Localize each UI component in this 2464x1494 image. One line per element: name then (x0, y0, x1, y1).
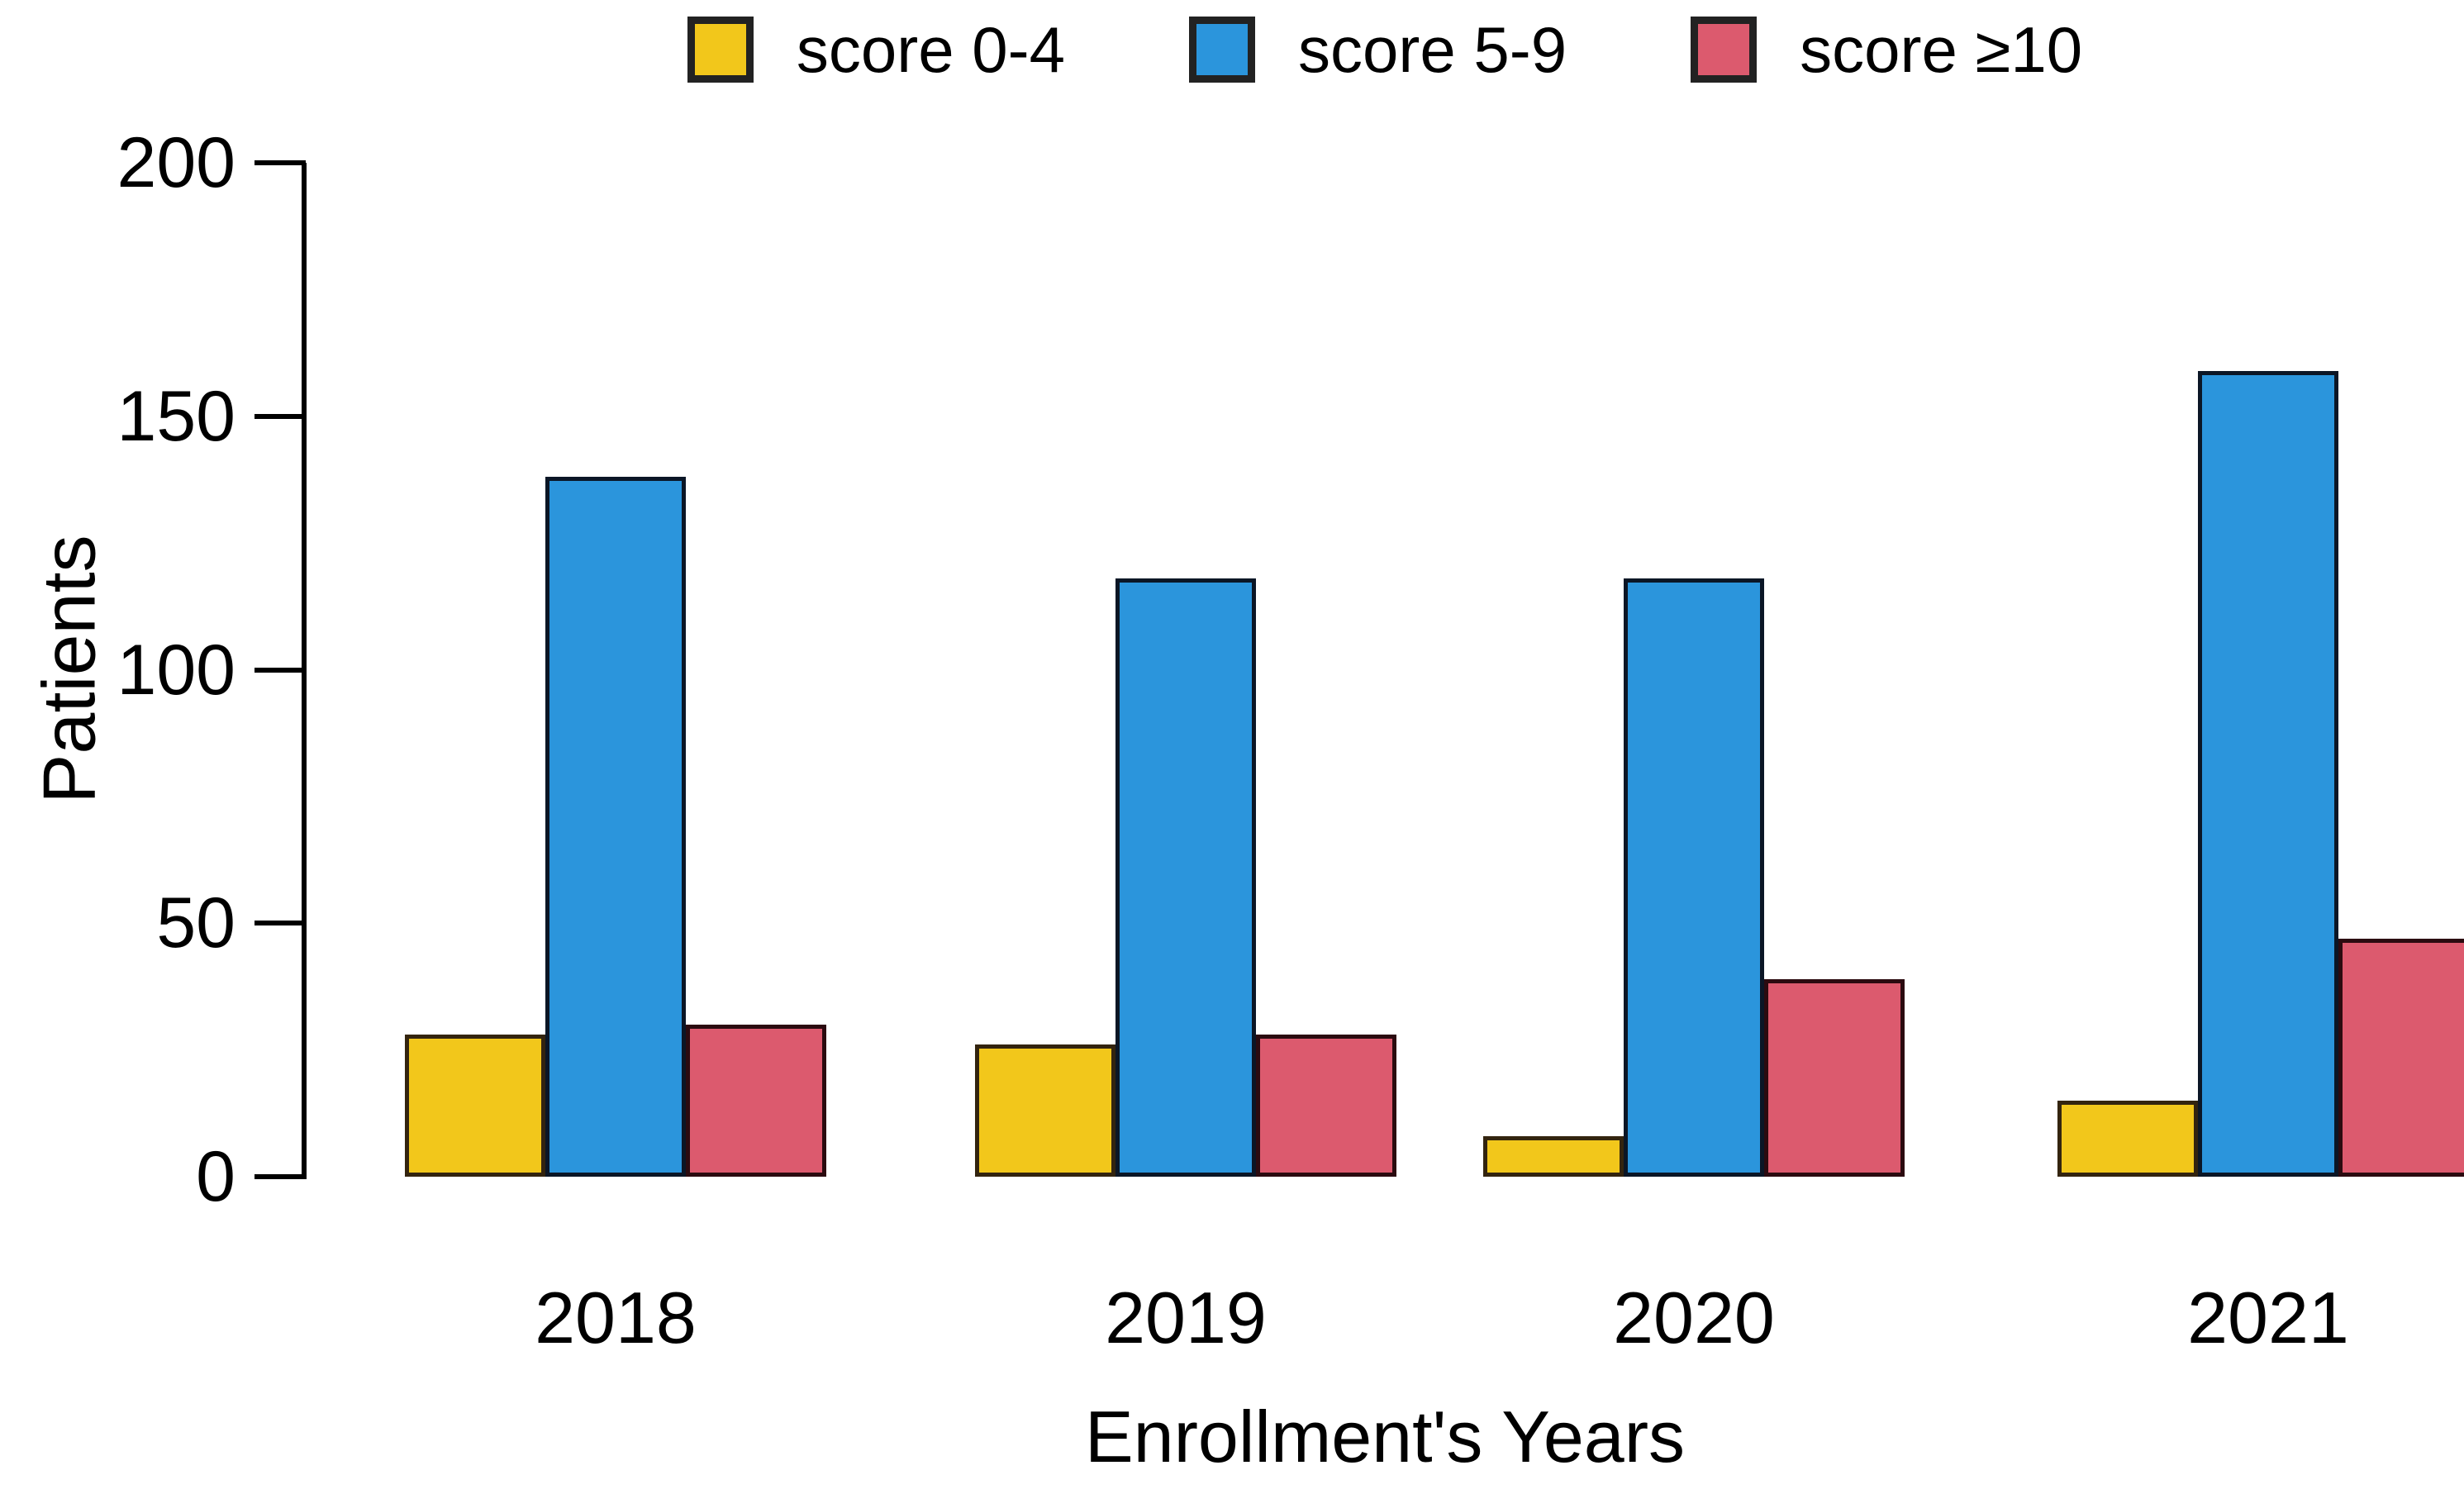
bar-group-2018 (405, 477, 826, 1177)
bar-group-2021 (2057, 371, 2464, 1177)
y-tick-mark (254, 667, 306, 673)
legend-item: score 5-9 (1189, 8, 1567, 91)
x-tick-label-2020: 2020 (1613, 1277, 1775, 1358)
bar-2018-score-5-9 (545, 477, 686, 1177)
y-tick-label: 50 (156, 883, 235, 963)
legend-swatch-icon (1189, 17, 1255, 83)
bar-2019-score-0-4 (975, 1044, 1115, 1177)
bar-2020-score-≥10 (1764, 979, 1905, 1177)
legend-label: score ≥10 (1800, 13, 2083, 86)
bar-2021-score-0-4 (2057, 1101, 2198, 1177)
bar-2019-score-5-9 (1115, 578, 1256, 1177)
y-tick-mark (254, 160, 306, 165)
bar-group-2020 (1483, 578, 1905, 1177)
bar-2018-score-≥10 (686, 1025, 826, 1177)
bar-2019-score-≥10 (1256, 1035, 1396, 1177)
bar-group-2019 (975, 578, 1396, 1177)
x-tick-label-2019: 2019 (1105, 1277, 1267, 1358)
legend-item: score 0-4 (687, 8, 1065, 91)
y-tick-label: 0 (196, 1137, 235, 1216)
legend-label: score 0-4 (796, 13, 1065, 86)
y-tick-mark (254, 921, 306, 926)
y-axis-title: Patients (28, 535, 112, 804)
legend-swatch-icon (687, 17, 754, 83)
bar-2020-score-0-4 (1483, 1136, 1624, 1177)
plot-area (306, 163, 2464, 1177)
x-tick-label-2021: 2021 (2187, 1277, 2349, 1358)
y-tick-mark (254, 1174, 306, 1179)
y-tick-mark (254, 413, 306, 419)
y-tick-label: 150 (117, 376, 236, 456)
bar-2020-score-5-9 (1624, 578, 1764, 1177)
bar-2021-score-≥10 (2338, 939, 2464, 1177)
bar-2018-score-0-4 (405, 1035, 545, 1177)
y-tick-label: 200 (117, 123, 236, 202)
y-tick-label: 100 (117, 630, 236, 710)
legend-swatch-icon (1691, 17, 1758, 83)
legend-label: score 5-9 (1298, 13, 1567, 86)
x-axis-title: Enrollment's Years (1084, 1396, 1686, 1477)
legend: score 0-4 score 5-9 score ≥10 (306, 8, 2464, 91)
bar-2021-score-5-9 (2198, 371, 2338, 1177)
legend-item: score ≥10 (1691, 8, 2082, 91)
x-tick-label-2018: 2018 (535, 1277, 697, 1358)
